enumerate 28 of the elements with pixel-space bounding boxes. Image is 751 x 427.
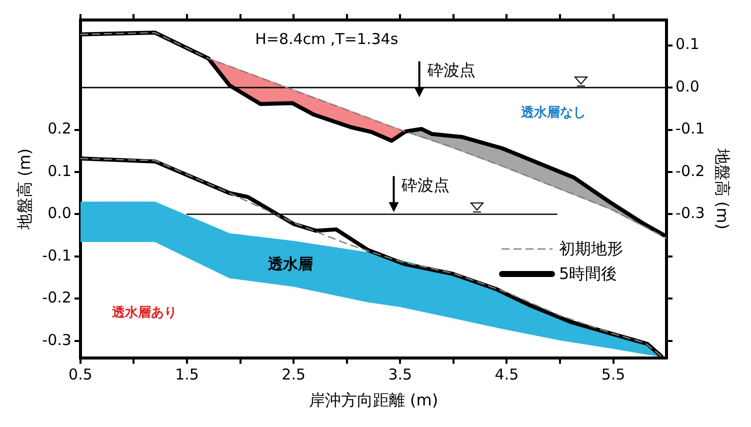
annotation: 透水層 [266, 254, 313, 273]
legend-label: 初期地形 [559, 238, 623, 260]
x-tick-label: 2.5 [282, 366, 306, 384]
x-tick-label: 5.5 [601, 366, 626, 384]
y2-tick-label: -0.2 [676, 162, 705, 180]
x-tick-label: 4.5 [494, 366, 519, 384]
legend-label: 5時間後 [559, 263, 618, 285]
y-axis-title: 地盤高 (m) [14, 148, 34, 230]
annotation: 砕波点 [400, 175, 450, 194]
y-tick-label: 0.2 [48, 120, 72, 138]
y-tick-label: 0.1 [48, 162, 72, 180]
y-tick-label: -0.2 [42, 288, 72, 307]
y-tick-label: 0.0 [48, 204, 72, 222]
y2-tick-label: -0.1 [676, 120, 705, 138]
text: H=8.4cm ,T=1.34s [255, 30, 398, 48]
y2-tick-label: 0.1 [676, 35, 700, 54]
y2-axis-title: 地盤高 (m) [713, 147, 732, 230]
x-axis-title: 岸沖方向距離 (m) [308, 390, 438, 410]
x-tick-label: 3.5 [388, 366, 412, 384]
x-tick-label: 1.5 [175, 366, 199, 384]
y-tick-label: -0.3 [42, 330, 72, 349]
y2-tick-label: -0.3 [676, 204, 705, 222]
annotation: 透水層あり [110, 304, 177, 320]
annotation: 砕波点 [426, 60, 476, 80]
y2-tick-label: 0.0 [676, 77, 700, 96]
x-tick-label: 0.5 [68, 366, 92, 384]
annotation: 透水層なし [520, 104, 586, 121]
y-tick-label: -0.1 [42, 246, 72, 264]
